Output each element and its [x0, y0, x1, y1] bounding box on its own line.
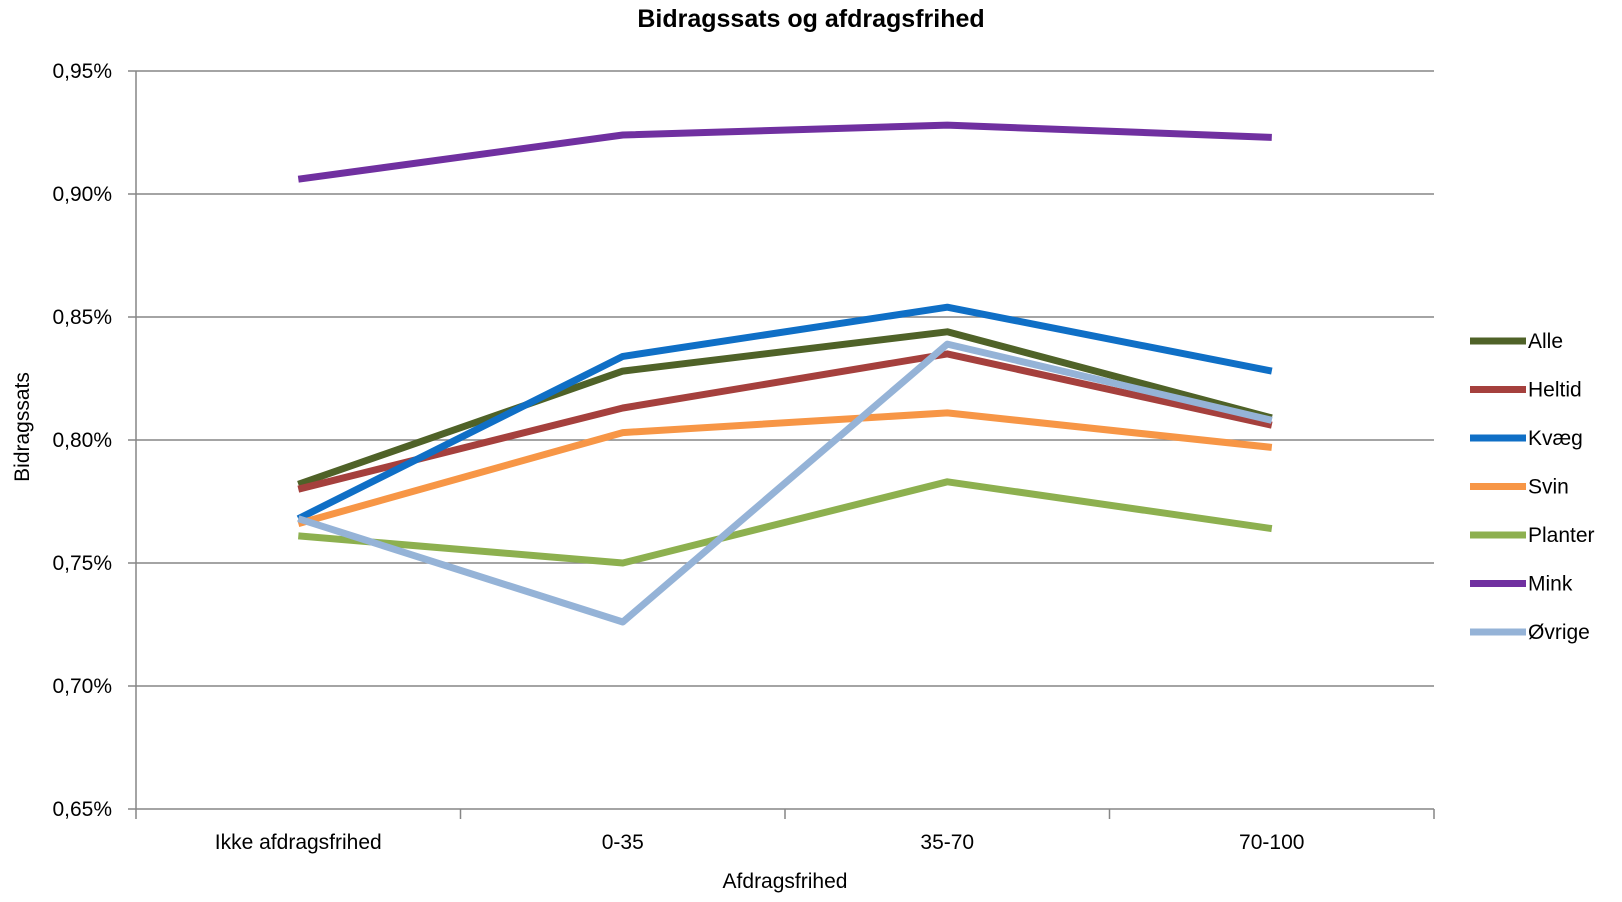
series-line-kvaeg: [296, 303, 1273, 522]
x-axis-label: Afdragsfrihed: [723, 870, 848, 893]
legend-label-mink: Mink: [1528, 573, 1573, 596]
series-lines: [296, 121, 1273, 626]
x-tick-label: 0-35: [602, 831, 644, 854]
series-line-svin: [297, 409, 1273, 527]
legend-label-alle: Alle: [1528, 330, 1563, 353]
series-line-planter: [298, 478, 1273, 567]
x-tick-label: 70-100: [1239, 831, 1304, 854]
legend: Alle Heltid Kvæg Svin Planter Mink Øvrige: [1470, 330, 1595, 644]
y-tick-label: 0,80%: [52, 429, 112, 452]
y-tick-label: 0,70%: [52, 675, 112, 698]
y-tick-labels: 0,65% 0,70% 0,75% 0,80% 0,85% 0,90% 0,95%: [52, 60, 112, 821]
y-tick-label: 0,95%: [52, 60, 112, 83]
y-tick-label: 0,85%: [52, 306, 112, 329]
series-line-oevrige: [297, 340, 1273, 626]
legend-label-heltid: Heltid: [1528, 379, 1582, 402]
legend-label-oevrige: Øvrige: [1528, 621, 1590, 644]
x-tick-label: 35-70: [920, 831, 974, 854]
series-line-heltid: [297, 350, 1273, 493]
y-tick-label: 0,65%: [52, 798, 112, 821]
x-tick-labels: Ikke afdragsfrihed 0-35 35-70 70-100: [215, 831, 1305, 854]
y-axis-label: Bidragssats: [11, 372, 34, 482]
y-tick-label: 0,90%: [52, 183, 112, 206]
y-tick-label: 0,75%: [52, 552, 112, 575]
legend-label-planter: Planter: [1528, 524, 1595, 547]
gridlines: [136, 70, 1434, 687]
legend-label-svin: Svin: [1528, 476, 1569, 499]
series-line-alle: [297, 328, 1273, 488]
chart-title: Bidragssats og afdragsfrihed: [637, 5, 984, 33]
axes: [128, 70, 1435, 819]
x-tick-label: Ikke afdragsfrihed: [215, 831, 382, 854]
series-line-mink: [297, 121, 1272, 183]
legend-label-kvaeg: Kvæg: [1528, 427, 1583, 450]
